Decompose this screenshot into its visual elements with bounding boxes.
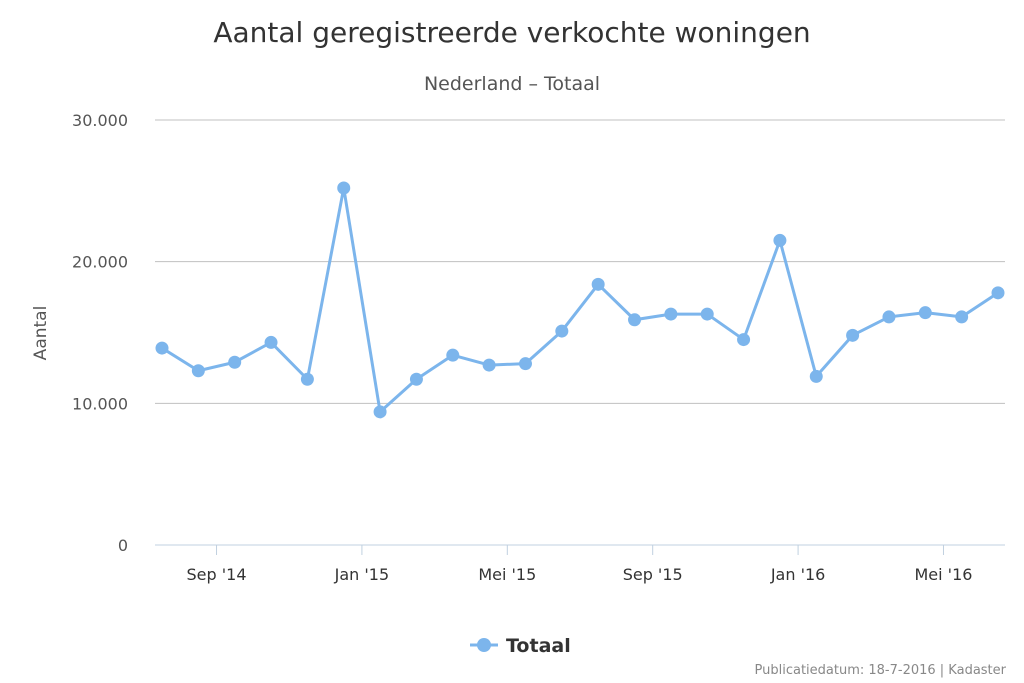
x-tick-label: Mei '15 [478,565,536,584]
data-point[interactable] [409,372,423,386]
y-axis-label: Aantal [31,306,51,361]
data-point[interactable] [591,277,605,291]
data-point[interactable] [191,364,205,378]
data-point[interactable] [846,328,860,342]
data-point[interactable] [882,310,896,324]
data-point[interactable] [264,335,278,349]
data-point[interactable] [773,233,787,247]
y-axis: 0 10.000 20.000 30.000 [72,111,128,555]
x-tick-label: Sep '15 [623,565,683,584]
data-point[interactable] [373,405,387,419]
chart-title: Aantal geregistreerde verkochte woningen [213,16,810,49]
grid-lines [155,119,1005,404]
x-axis: Sep '14 Jan '15 Mei '15 Sep '15 Jan '16 Mei '… [155,544,1005,584]
data-point[interactable] [918,306,932,320]
legend[interactable]: Totaal [470,635,571,657]
data-point[interactable] [155,341,169,355]
data-point[interactable] [482,358,496,372]
data-point[interactable] [228,355,242,369]
data-point[interactable] [555,324,569,338]
data-point[interactable] [664,307,678,321]
data-point[interactable] [955,310,969,324]
legend-marker-icon [477,638,491,652]
data-point[interactable] [809,369,823,383]
data-point[interactable] [628,313,642,327]
data-point[interactable] [991,286,1005,300]
chart-subtitle: Nederland – Totaal [424,73,600,95]
x-tick-label: Sep '14 [187,565,247,584]
data-point[interactable] [700,307,714,321]
x-tick-label: Jan '16 [770,565,826,584]
data-point[interactable] [300,372,314,386]
x-tick-label: Jan '15 [334,565,390,584]
x-tick-label: Mei '16 [915,565,973,584]
credit-text[interactable]: Publicatiedatum: 18-7-2016 | Kadaster [755,663,1007,678]
y-tick-label: 30.000 [72,111,128,130]
data-point[interactable] [446,348,460,362]
data-point[interactable] [337,181,351,195]
data-point[interactable] [737,333,751,347]
y-tick-label: 10.000 [72,394,128,413]
series-totaal [155,181,1005,419]
data-point[interactable] [518,357,532,371]
y-tick-label: 20.000 [72,253,128,272]
series-line [161,186,999,414]
legend-item-totaal[interactable]: Totaal [506,635,571,657]
y-tick-label: 0 [118,536,128,555]
